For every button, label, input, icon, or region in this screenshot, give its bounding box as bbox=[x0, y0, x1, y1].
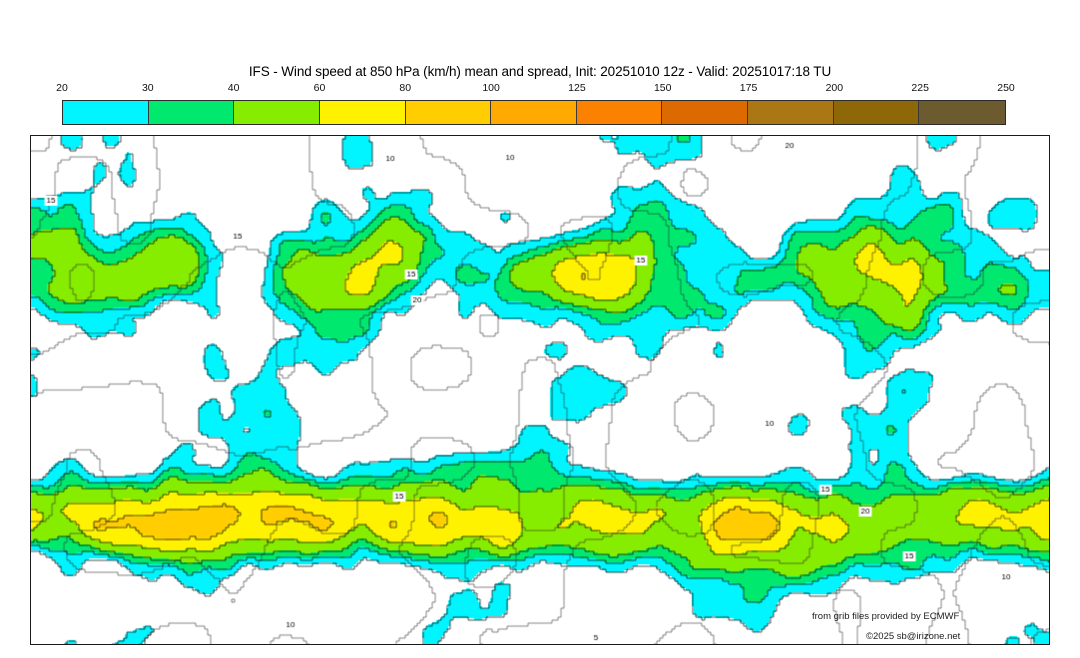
colorbar-tick-250: 250 bbox=[997, 82, 1015, 94]
colorbar-segment-9 bbox=[833, 101, 920, 124]
wind-speed-contour-map bbox=[31, 136, 1049, 644]
colorbar-segment-6 bbox=[576, 101, 663, 124]
colorbar-segment-1 bbox=[148, 101, 235, 124]
colorbar-tick-20: 20 bbox=[56, 82, 68, 94]
copyright-credit: ©2025 sb@irizone.net bbox=[866, 631, 961, 642]
colorbar-tick-175: 175 bbox=[739, 82, 758, 94]
colorbar-legend: 20 30 40 60 80 100 125 150 175 200 225 250 bbox=[56, 82, 1015, 127]
colorbar-tick-40: 40 bbox=[227, 82, 240, 94]
data-source-credit: from grib files provided by ECMWF bbox=[812, 611, 960, 622]
colorbar-tick-100: 100 bbox=[482, 82, 500, 94]
colorbar-segment-4 bbox=[405, 101, 492, 124]
colorbar-segment-3 bbox=[319, 101, 406, 124]
colorbar-tick-150: 150 bbox=[653, 82, 672, 94]
colorbar-tick-30: 30 bbox=[141, 82, 154, 94]
page-title: IFS - Wind speed at 850 hPa (km/h) mean … bbox=[248, 64, 832, 79]
colorbar-gradient bbox=[62, 100, 1006, 125]
colorbar-tick-labels: 20 30 40 60 80 100 125 150 175 200 225 250 bbox=[56, 82, 1015, 98]
colorbar-segment-2 bbox=[234, 101, 320, 124]
colorbar-tick-200: 200 bbox=[825, 82, 844, 94]
colorbar-segment-0 bbox=[63, 101, 149, 124]
colorbar-segment-7 bbox=[662, 101, 748, 124]
colorbar-tick-225: 225 bbox=[911, 82, 929, 94]
colorbar-segment-10 bbox=[919, 101, 1005, 124]
colorbar-tick-125: 125 bbox=[568, 82, 586, 94]
colorbar-segment-5 bbox=[491, 101, 577, 124]
colorbar-tick-80: 80 bbox=[399, 82, 412, 94]
map-panel[interactable] bbox=[30, 135, 1050, 645]
colorbar-segment-8 bbox=[748, 101, 834, 124]
colorbar-tick-60: 60 bbox=[313, 82, 326, 94]
